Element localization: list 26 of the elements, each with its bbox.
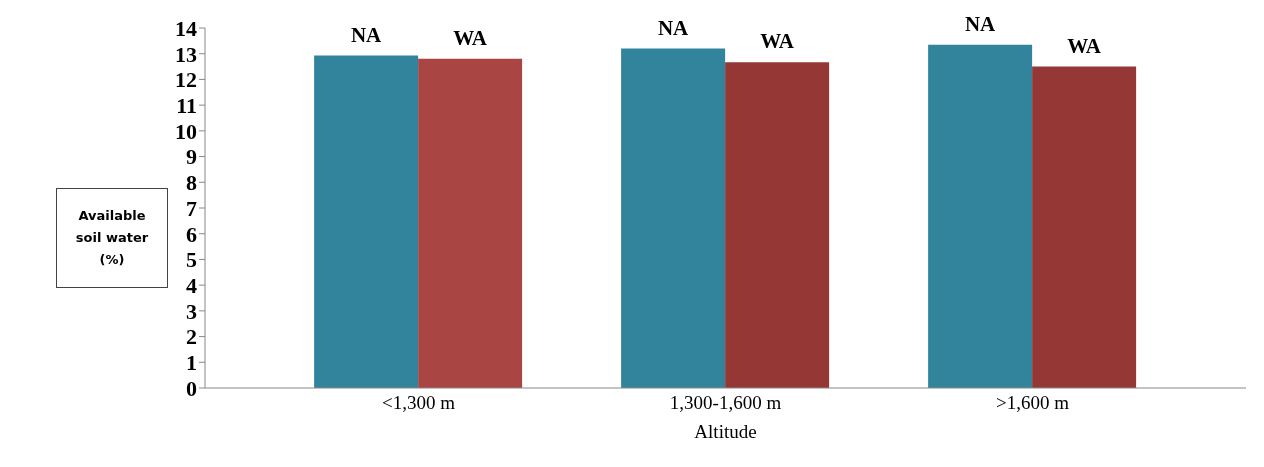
series-label: WA: [1067, 33, 1102, 58]
y-axis-title: Available soil water (%): [74, 207, 150, 269]
y-tick-label: 6: [186, 221, 197, 247]
y-tick-label: 4: [186, 272, 197, 298]
text: NA: [657, 15, 689, 40]
y-tick-label: 10: [175, 118, 197, 144]
y-tick-label: 11: [176, 92, 197, 118]
y-tick-label: 2: [186, 324, 197, 350]
y-tick-label: 5: [186, 247, 197, 273]
y-tick-label: 13: [175, 41, 197, 67]
y-tick-label: 14: [175, 15, 197, 41]
y-tick-label: 8: [186, 170, 197, 196]
text: WA: [760, 29, 795, 54]
y-tick-label: 3: [186, 298, 197, 324]
series-label: NA: [350, 22, 383, 47]
x-tick-label: 1,300-1,600 m: [669, 392, 782, 414]
x-tick-label: >1,600 m: [996, 392, 1070, 414]
text: WA: [453, 25, 488, 50]
text: NA: [964, 11, 996, 36]
x-axis-title: Altitude: [694, 421, 757, 442]
y-tick-label: 9: [186, 144, 197, 170]
y-tick-label: 7: [186, 195, 197, 221]
x-tick-label: <1,300 m: [382, 392, 456, 414]
y-tick-label: 0: [186, 375, 197, 401]
y-tick-label: 12: [175, 67, 197, 93]
y-tick-label: 1: [186, 350, 197, 376]
